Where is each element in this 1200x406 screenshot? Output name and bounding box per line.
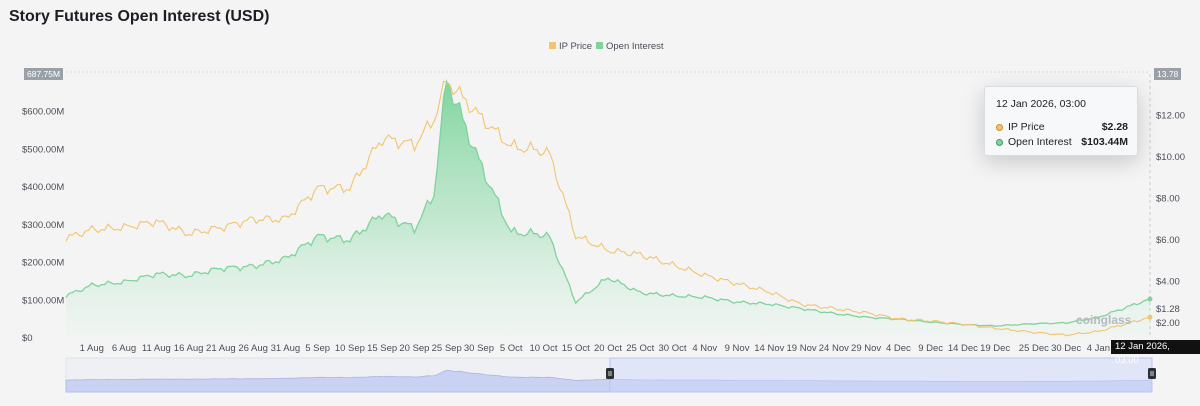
- x-tick-label-31-aug: 31 Aug: [271, 343, 301, 354]
- x-tick-label-4-nov: 4 Nov: [692, 343, 717, 354]
- navigator-handle-right[interactable]: [1148, 368, 1156, 379]
- y-left-tick-label: $0: [22, 333, 33, 344]
- x-tick-label-15-sep: 15 Sep: [367, 343, 397, 354]
- x-tick-label-4-jan: 4 Jan: [1087, 343, 1110, 354]
- y-left-tick-label: $500.00M: [22, 144, 64, 155]
- tooltip-oi-value: $103.44M: [1081, 136, 1128, 148]
- x-tick-label-6-aug: 6 Aug: [112, 343, 136, 354]
- x-tick-label-20-sep: 20 Sep: [399, 343, 429, 354]
- x-tick-label-10-oct: 10 Oct: [529, 343, 557, 354]
- legend-open-interest-label: Open Interest: [606, 41, 664, 52]
- y-right-tick-label: $10.00: [1156, 152, 1185, 163]
- x-tick-label-25-sep: 25 Sep: [432, 343, 462, 354]
- chart-legend[interactable]: IP Price Open Interest: [549, 41, 664, 52]
- y-left-tick-label: $300.00M: [22, 220, 64, 231]
- tooltip-ip-price-value: $2.28: [1101, 121, 1128, 133]
- y-left-tick-label: $100.00M: [22, 295, 64, 306]
- x-axis: 1 Aug 6 Aug 11 Aug 16 Aug 21 Aug 26 Aug 31 Aug…: [80, 343, 1110, 354]
- chart-title: Story Futures Open Interest (USD): [9, 8, 270, 25]
- x-tick-label-30-dec: 30 Dec: [1051, 343, 1081, 354]
- x-tick-label-9-nov: 9 Nov: [725, 343, 750, 354]
- tooltip-oi-label: Open Interest: [1008, 136, 1072, 148]
- x-axis-cursor-flag: 12 Jan 2026, 03:00: [1111, 340, 1200, 366]
- x-tick-label-20-oct: 20 Oct: [594, 343, 622, 354]
- legend-ip-price-label: IP Price: [559, 41, 592, 52]
- ip-price-dot-icon: [996, 123, 1003, 131]
- open-interest-dot-icon: [996, 138, 1003, 146]
- x-tick-label-11-aug: 11 Aug: [142, 343, 171, 354]
- x-tick-label-21-aug: 21 Aug: [206, 343, 236, 354]
- y-right-tick-label: $12.00: [1156, 111, 1185, 122]
- tooltip-ip-price-label: IP Price: [1008, 121, 1045, 133]
- x-tick-label-9-dec: 9 Dec: [918, 343, 943, 354]
- y-left-tick-label: $400.00M: [22, 182, 64, 193]
- y-left-max-flag: 687.75M: [24, 68, 64, 80]
- tooltip-row-open-interest: Open Interest $103.44M: [996, 135, 1128, 149]
- navigator-handle-left[interactable]: [606, 368, 614, 379]
- x-tick-label-14-nov: 14 Nov: [754, 343, 784, 354]
- navigator-area: [65, 369, 1153, 393]
- y-right-tick-label: $4.00: [1156, 277, 1180, 288]
- legend-ip-price-swatch: [549, 42, 556, 49]
- y-axis-right: $2.00 $4.00 $6.00 $8.00 $10.00 $12.00 $1.28: [1156, 111, 1185, 330]
- y-right-tick-label: $8.00: [1156, 194, 1180, 205]
- x-tick-label-5-sep: 5 Sep: [305, 343, 330, 354]
- x-tick-label-30-oct: 30 Oct: [659, 343, 687, 354]
- y-right-tick-label: $2.00: [1156, 318, 1180, 329]
- x-tick-label-14-dec: 14 Dec: [948, 343, 978, 354]
- ip-price-point: [1147, 314, 1153, 320]
- range-navigator[interactable]: [65, 357, 1156, 393]
- tooltip-row-ip-price: IP Price $2.28: [996, 120, 1128, 134]
- open-interest-area: [66, 81, 1150, 339]
- y-right-min-label: $1.28: [1156, 304, 1180, 315]
- ip-price-line: [65, 80, 1151, 337]
- tooltip-date: 12 Jan 2026, 03:00: [996, 98, 1086, 110]
- y-right-tick-label: $6.00: [1156, 235, 1180, 246]
- x-tick-label-1-aug: 1 Aug: [80, 343, 104, 354]
- x-tick-label-5-oct: 5 Oct: [500, 343, 523, 354]
- legend-open-interest-swatch: [596, 42, 603, 49]
- x-tick-label-25-oct: 25 Oct: [626, 343, 654, 354]
- x-tick-label-4-dec: 4 Dec: [886, 343, 911, 354]
- x-tick-label-19-nov: 19 Nov: [787, 343, 817, 354]
- navigator-selection: [609, 357, 1153, 393]
- y-left-tick-label: $600.00M: [22, 107, 64, 118]
- watermark-text: coinglass: [1076, 313, 1132, 327]
- x-tick-label-30-sep: 30 Sep: [464, 343, 494, 354]
- x-tick-label-25-dec: 25 Dec: [1019, 343, 1049, 354]
- x-tick-label-26-aug: 26 Aug: [238, 343, 268, 354]
- y-left-tick-label: $200.00M: [22, 258, 64, 269]
- x-tick-label-15-oct: 15 Oct: [562, 343, 590, 354]
- x-tick-label-19-dec: 19 Dec: [980, 343, 1010, 354]
- chart-tooltip: 12 Jan 2026, 03:00 IP Price $2.28 Open I…: [984, 86, 1138, 156]
- y-right-max-flag: 13.78: [1154, 68, 1182, 80]
- open-interest-point: [1147, 296, 1153, 302]
- x-tick-label-16-aug: 16 Aug: [174, 343, 204, 354]
- x-tick-label-29-nov: 29 Nov: [851, 343, 881, 354]
- x-tick-label-24-nov: 24 Nov: [819, 343, 849, 354]
- y-axis-left: $0 $100.00M $200.00M $300.00M $400.00M $500.0…: [22, 107, 64, 344]
- chart-series: [65, 74, 1153, 339]
- x-tick-label-10-sep: 10 Sep: [335, 343, 365, 354]
